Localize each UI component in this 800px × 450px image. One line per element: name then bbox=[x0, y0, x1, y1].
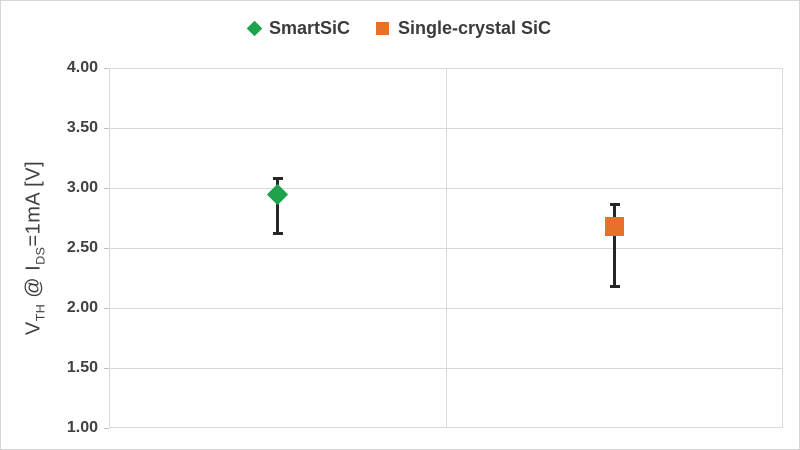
y-axis-tick-label: 3.50 bbox=[66, 119, 98, 136]
gridline-vertical bbox=[446, 68, 447, 428]
y-axis-tick bbox=[104, 308, 109, 309]
legend-item-smartsic[interactable]: SmartSiC bbox=[246, 17, 350, 39]
legend-label-smartsic: SmartSiC bbox=[268, 17, 350, 38]
error-bar-single-crystal-sic bbox=[613, 204, 616, 287]
legend-item-single-crystal-sic[interactable]: Single-crystal SiC bbox=[375, 17, 552, 39]
y-axis-tick-label: 3.00 bbox=[66, 179, 98, 196]
y-axis-tick bbox=[104, 68, 109, 69]
y-axis-tick-label: 2.50 bbox=[66, 239, 98, 256]
square-marker-icon bbox=[375, 21, 389, 35]
y-axis-tick-label: 2.00 bbox=[66, 299, 98, 316]
error-bar-cap-bottom bbox=[609, 284, 620, 288]
y-axis-tick bbox=[104, 128, 109, 129]
y-axis-tick-label: 4.00 bbox=[66, 59, 98, 76]
y-axis-tick bbox=[104, 368, 109, 369]
plot-area bbox=[109, 68, 783, 428]
diamond-marker-icon bbox=[246, 20, 263, 36]
data-point-single-crystal-sic[interactable] bbox=[605, 216, 624, 236]
error-bar-cap-bottom bbox=[272, 232, 283, 236]
y-axis-tick-label: 1.50 bbox=[66, 359, 98, 376]
y-axis-tick-label: 1.00 bbox=[66, 419, 98, 436]
error-bar-cap-top bbox=[609, 203, 620, 207]
y-axis-tick bbox=[104, 428, 109, 429]
error-bar-smartsic bbox=[276, 178, 279, 234]
y-axis-tick bbox=[104, 188, 109, 189]
y-axis-tick bbox=[104, 248, 109, 249]
legend-label-single-crystal-sic: Single-crystal SiC bbox=[397, 17, 552, 38]
error-bar-cap-top bbox=[272, 176, 283, 180]
legend: SmartSiC Single-crystal SiC bbox=[1, 14, 799, 42]
